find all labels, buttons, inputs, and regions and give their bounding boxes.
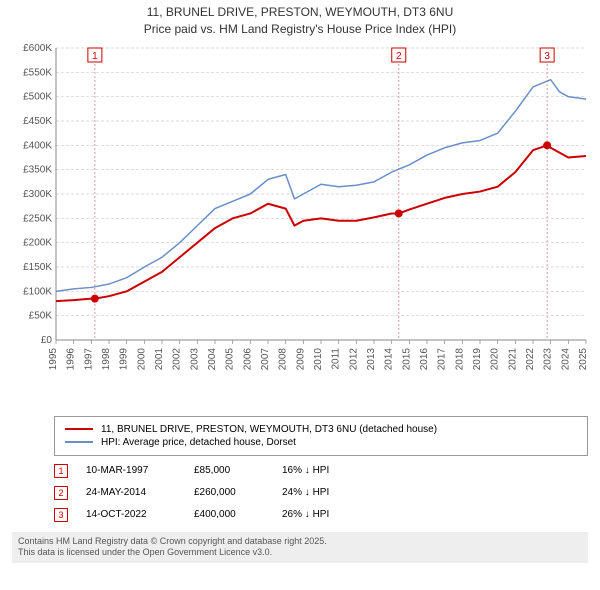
svg-text:2025: 2025: [578, 347, 589, 370]
legend-row: 11, BRUNEL DRIVE, PRESTON, WEYMOUTH, DT3…: [65, 423, 577, 436]
legend-swatch: [65, 428, 93, 430]
svg-text:2022: 2022: [525, 347, 536, 370]
event-row: 2 24-MAY-2014 £260,000 24% ↓ HPI: [54, 482, 588, 504]
chart-container: 11, BRUNEL DRIVE, PRESTON, WEYMOUTH, DT3…: [0, 0, 600, 590]
event-price: £85,000: [194, 465, 264, 476]
attribution-line-1: Contains HM Land Registry data © Crown c…: [18, 536, 582, 548]
svg-text:2003: 2003: [189, 347, 200, 370]
attribution-line-2: This data is licensed under the Open Gov…: [18, 547, 582, 559]
svg-text:£100K: £100K: [23, 286, 52, 297]
svg-text:2016: 2016: [419, 347, 430, 370]
event-marker: 3: [54, 508, 68, 522]
svg-text:£50K: £50K: [29, 310, 53, 321]
event-marker: 2: [54, 486, 68, 500]
event-diff: 16% ↓ HPI: [282, 465, 362, 476]
svg-text:£550K: £550K: [23, 67, 52, 78]
svg-text:1995: 1995: [48, 347, 59, 370]
svg-text:£150K: £150K: [23, 262, 52, 273]
title-line-1: 11, BRUNEL DRIVE, PRESTON, WEYMOUTH, DT3…: [0, 4, 600, 21]
svg-text:2014: 2014: [384, 347, 395, 370]
title-line-2: Price paid vs. HM Land Registry's House …: [0, 21, 600, 38]
svg-text:2010: 2010: [313, 347, 324, 370]
svg-text:2007: 2007: [260, 347, 271, 370]
svg-text:£0: £0: [41, 335, 53, 346]
svg-text:2004: 2004: [207, 347, 218, 370]
svg-text:2006: 2006: [242, 347, 253, 370]
svg-text:2009: 2009: [295, 347, 306, 370]
svg-text:£450K: £450K: [23, 116, 52, 127]
svg-text:£350K: £350K: [23, 164, 52, 175]
svg-text:2011: 2011: [331, 347, 342, 369]
svg-text:2017: 2017: [437, 347, 448, 370]
svg-text:2001: 2001: [154, 347, 165, 370]
attribution: Contains HM Land Registry data © Crown c…: [12, 532, 588, 563]
event-marker: 1: [54, 464, 68, 478]
line-chart-svg: £0 £50K £100K £150K £200K £250K £300K £350K £400…: [8, 40, 592, 410]
legend: 11, BRUNEL DRIVE, PRESTON, WEYMOUTH, DT3…: [54, 416, 588, 456]
event-date: 24-MAY-2014: [86, 487, 176, 498]
svg-text:2015: 2015: [401, 347, 412, 370]
event-price: £400,000: [194, 509, 264, 520]
event-row: 3 14-OCT-2022 £400,000 26% ↓ HPI: [54, 504, 588, 526]
svg-text:£600K: £600K: [23, 43, 52, 54]
title-block: 11, BRUNEL DRIVE, PRESTON, WEYMOUTH, DT3…: [0, 0, 600, 40]
legend-swatch: [65, 441, 93, 443]
event-row: 1 10-MAR-1997 £85,000 16% ↓ HPI: [54, 460, 588, 482]
svg-text:1998: 1998: [101, 347, 112, 370]
svg-text:2019: 2019: [472, 347, 483, 370]
svg-text:£250K: £250K: [23, 213, 52, 224]
svg-text:2000: 2000: [136, 347, 147, 370]
svg-text:£200K: £200K: [23, 237, 52, 248]
svg-text:2012: 2012: [348, 347, 359, 370]
svg-text:£300K: £300K: [23, 189, 52, 200]
event-diff: 26% ↓ HPI: [282, 509, 362, 520]
svg-text:2020: 2020: [490, 347, 501, 370]
event-date: 10-MAR-1997: [86, 465, 176, 476]
svg-text:£400K: £400K: [23, 140, 52, 151]
legend-row: HPI: Average price, detached house, Dors…: [65, 436, 577, 449]
svg-text:2018: 2018: [454, 347, 465, 370]
event-price: £260,000: [194, 487, 264, 498]
svg-text:2005: 2005: [225, 347, 236, 370]
chart-area: £0 £50K £100K £150K £200K £250K £300K £350K £400…: [8, 40, 592, 410]
svg-text:1997: 1997: [83, 347, 94, 370]
event-date: 14-OCT-2022: [86, 509, 176, 520]
events-table: 1 10-MAR-1997 £85,000 16% ↓ HPI 2 24-MAY-2014…: [54, 460, 588, 526]
svg-text:2024: 2024: [560, 347, 571, 370]
legend-label: HPI: Average price, detached house, Dors…: [101, 437, 296, 448]
svg-text:2023: 2023: [543, 347, 554, 370]
svg-text:£500K: £500K: [23, 91, 52, 102]
svg-text:2: 2: [396, 51, 402, 62]
svg-text:2013: 2013: [366, 347, 377, 370]
legend-label: 11, BRUNEL DRIVE, PRESTON, WEYMOUTH, DT3…: [101, 424, 437, 435]
svg-text:2008: 2008: [278, 347, 289, 370]
svg-text:3: 3: [544, 51, 550, 62]
svg-text:2021: 2021: [507, 347, 518, 370]
event-diff: 24% ↓ HPI: [282, 487, 362, 498]
svg-text:2002: 2002: [172, 347, 183, 370]
svg-text:1999: 1999: [119, 347, 130, 370]
svg-text:1996: 1996: [66, 347, 77, 370]
svg-text:1: 1: [92, 51, 98, 62]
